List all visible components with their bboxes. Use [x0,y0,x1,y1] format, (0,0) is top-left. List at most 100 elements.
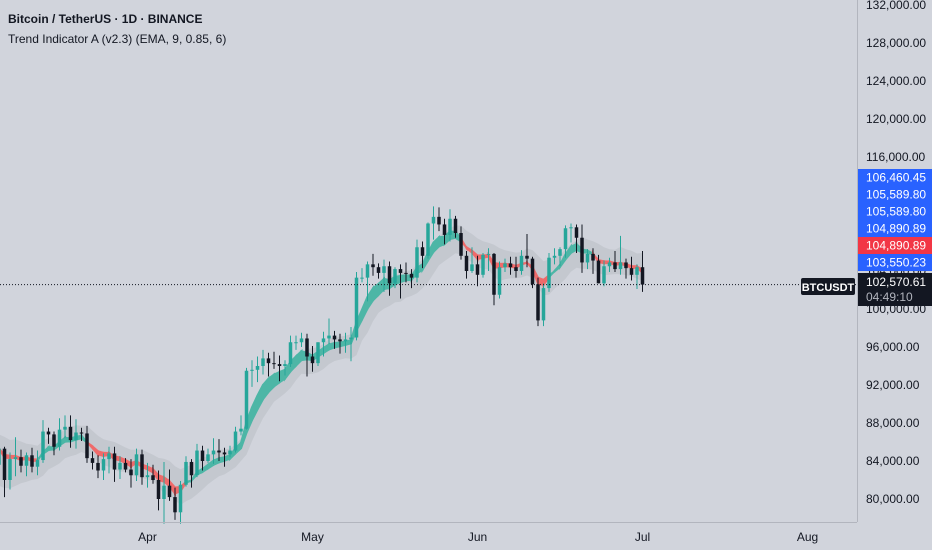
price-tag-label: 105,589.80 [866,205,926,219]
y-tick-label: 80,000.00 [866,492,920,506]
candle-body [107,453,111,460]
candle-body [2,448,7,480]
candle-body [459,233,463,256]
candle-body [552,255,557,258]
candle-body [497,267,502,295]
candle-body [0,448,1,465]
candle-body [464,255,469,271]
y-tick-label: 128,000.00 [866,36,926,50]
candle-body [354,277,359,338]
candle-body [327,335,331,339]
candle-body [349,337,353,340]
candle-body [569,227,573,229]
candle-body [206,454,210,461]
candle-body [200,450,205,461]
candle-body [74,432,78,441]
candle-body [371,264,375,268]
candle-body [288,342,293,365]
candle-body [387,266,392,284]
candle-body [525,255,529,259]
candle-body [486,253,491,255]
y-tick-label: 96,000.00 [866,340,920,354]
candle-body [68,426,73,441]
candle-body [492,253,496,295]
last-price-tag [858,273,932,306]
candle-body [376,267,381,273]
candle-body [338,339,342,342]
candle-body [52,434,56,447]
candle-body [393,269,397,284]
candle-body [156,480,161,499]
candle-body [8,459,12,480]
candle-body [360,277,364,279]
candle-body [178,484,183,513]
symbol-tag [801,278,855,295]
candle-body [35,460,40,467]
candle-body [558,249,562,256]
candle-body [563,228,568,250]
candle-body [613,262,617,270]
candle-body [508,263,513,268]
candle-body [118,462,122,470]
candle-body [607,262,612,267]
x-tick-label: Jun [468,530,487,544]
candle-body [145,475,150,478]
candle-body [591,253,595,261]
candle-body [602,266,606,284]
candle-body [211,450,216,455]
candle-body [96,462,100,471]
candle-body [195,450,199,476]
price-tag [858,186,932,203]
y-tick-label: 120,000.00 [866,112,926,126]
price-tag-label: 105,589.80 [866,188,926,202]
candle-body [255,366,260,370]
countdown-label: 04:49:10 [866,290,913,304]
price-tag [858,237,932,254]
candle-body [574,227,579,238]
candle-body [442,224,447,235]
candle-body [624,262,628,269]
candle-body [530,258,535,285]
y-tick-label: 124,000.00 [866,74,926,88]
price-tag [858,220,932,237]
candle-body [283,364,287,366]
candle-body [151,475,155,480]
candle-body [277,364,282,366]
x-tick-label: Jul [635,530,650,544]
candle-body [332,335,337,340]
candle-body [85,433,89,459]
candle-body [503,263,507,268]
candle-body [585,253,590,263]
candle-body [222,452,227,455]
price-tag-label: 104,890.89 [866,239,926,253]
candle-body [250,369,254,371]
last-price-label: 102,570.61 [866,275,926,289]
candle-body [24,455,29,466]
candle-body [46,431,51,435]
candle-body [101,459,106,471]
y-tick-label: 92,000.00 [866,378,920,392]
x-tick-label: Aug [797,530,818,544]
price-tag [858,203,932,220]
indicator-title[interactable]: Trend Indicator A (v2.3) (EMA, 9, 0.85, … [8,32,227,46]
candle-body [437,216,441,225]
candle-body [173,497,177,513]
y-tick-label: 88,000.00 [866,416,920,430]
candle-body [167,485,172,498]
candle-body [30,455,34,467]
x-tick-label: May [301,530,324,544]
candle-body [426,223,430,256]
candle-body [415,247,419,278]
candle-body [481,254,485,275]
candle-body [123,462,128,470]
candle-body [541,288,546,321]
price-tag-label: 104,890.89 [866,222,926,236]
candle-body [431,216,436,224]
candle-body [41,431,45,461]
symbol-title[interactable]: Bitcoin / TetherUS · 1D · BINANCE [8,12,203,26]
candle-body [420,247,425,256]
candle-body [343,339,348,342]
candle-body [228,450,232,455]
